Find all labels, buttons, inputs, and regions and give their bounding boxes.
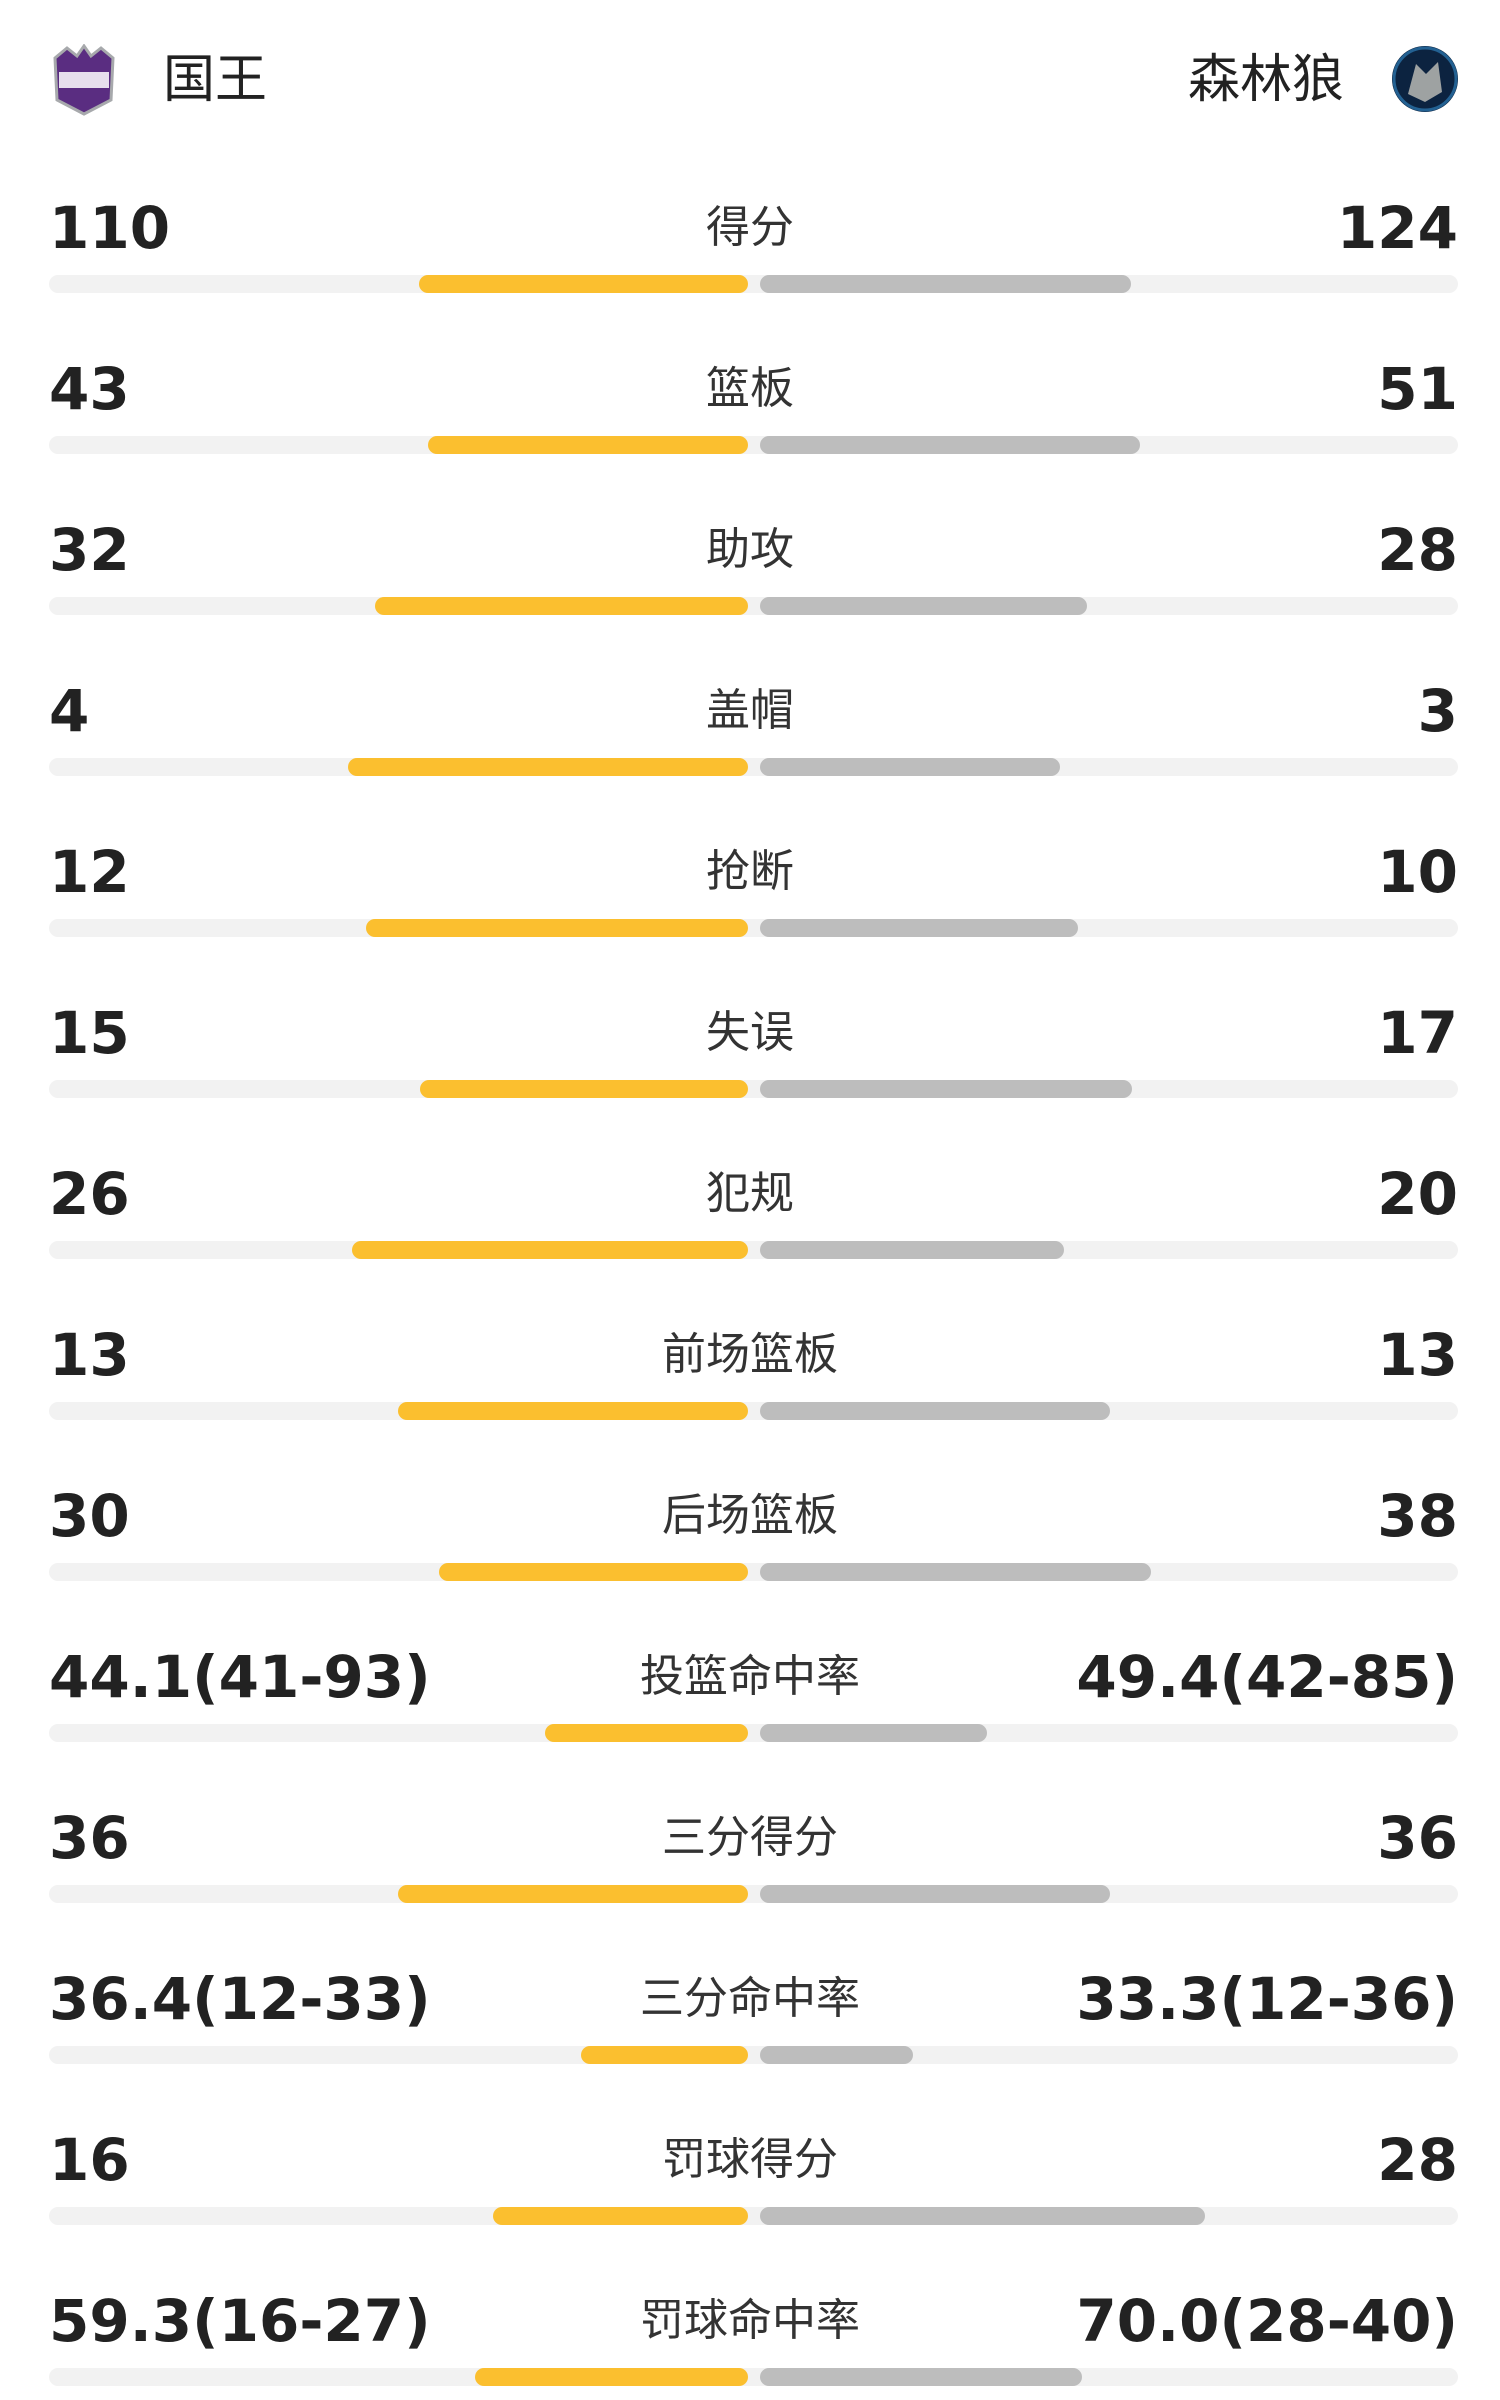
home-stat: 32 — [49, 516, 130, 584]
home-stat: 16 — [49, 2126, 130, 2194]
home-bar — [418, 275, 748, 293]
bar-track — [49, 436, 1458, 454]
away-bar — [760, 597, 1087, 615]
bar-track — [49, 1724, 1458, 1742]
bar-track — [49, 1563, 1458, 1581]
home-bar — [493, 2207, 748, 2225]
away-stat: 38 — [1377, 1482, 1458, 1550]
away-stat: 17 — [1377, 999, 1458, 1067]
home-bar — [366, 919, 748, 937]
stat-label: 后场篮板 — [662, 1490, 838, 1541]
away-bar — [760, 1885, 1110, 1903]
away-logo — [1392, 46, 1458, 112]
home-bar — [475, 2368, 748, 2386]
stat-label: 助攻 — [706, 524, 794, 575]
stat-label: 罚球命中率 — [640, 2295, 860, 2346]
away-bar — [760, 1724, 988, 1742]
bar-track — [49, 758, 1458, 776]
away-stat: 70.0(28-40) — [1076, 2287, 1458, 2355]
away-stat: 51 — [1377, 355, 1458, 423]
away-stat: 33.3(12-36) — [1076, 1965, 1458, 2033]
away-bar — [760, 1402, 1110, 1420]
away-stat: 36 — [1377, 1804, 1458, 1872]
home-bar — [374, 597, 748, 615]
away-bar — [760, 919, 1079, 937]
home-team: 国王 — [163, 50, 268, 110]
home-stat: 13 — [49, 1321, 130, 1389]
stat-label: 盖帽 — [706, 685, 794, 736]
away-bar — [760, 275, 1131, 293]
bar-track — [49, 919, 1458, 937]
bar-track — [49, 1080, 1458, 1098]
home-bar — [580, 2046, 748, 2064]
away-stat: 3 — [1417, 677, 1458, 745]
home-logo — [53, 44, 115, 116]
bar-track — [49, 2046, 1458, 2064]
bar-track — [49, 1402, 1458, 1420]
home-stat: 43 — [49, 355, 130, 423]
away-stat: 10 — [1377, 838, 1458, 906]
away-bar — [760, 2046, 914, 2064]
home-stat: 44.1(41-93) — [49, 1643, 431, 1711]
home-bar — [352, 1241, 748, 1259]
stat-label: 投篮命中率 — [640, 1651, 860, 1702]
home-stat: 59.3(16-27) — [49, 2287, 431, 2355]
away-bar — [760, 1080, 1132, 1098]
stat-label: 失误 — [706, 1007, 794, 1058]
home-bar — [545, 1724, 748, 1742]
stat-label: 犯规 — [706, 1168, 794, 1219]
home-stat: 15 — [49, 999, 130, 1067]
stat-label: 篮板 — [706, 363, 794, 414]
stat-label: 得分 — [706, 202, 794, 253]
stat-label: 前场篮板 — [662, 1329, 838, 1380]
home-stat: 110 — [49, 194, 171, 262]
home-bar — [427, 436, 748, 454]
bar-track — [49, 1885, 1458, 1903]
stat-label: 罚球得分 — [662, 2134, 838, 2185]
bar-track — [49, 2207, 1458, 2225]
home-bar — [398, 1885, 748, 1903]
away-stat: 13 — [1377, 1321, 1458, 1389]
home-stat: 4 — [49, 677, 90, 745]
away-stat: 28 — [1377, 2126, 1458, 2194]
away-bar — [760, 1241, 1065, 1259]
away-bar — [760, 436, 1140, 454]
home-bar — [419, 1080, 748, 1098]
stat-label: 三分得分 — [662, 1812, 838, 1863]
home-stat: 12 — [49, 838, 130, 906]
away-stat: 124 — [1336, 194, 1458, 262]
stat-label: 三分命中率 — [640, 1973, 860, 2024]
bar-track — [49, 1241, 1458, 1259]
bar-track — [49, 597, 1458, 615]
home-bar — [439, 1563, 748, 1581]
away-bar — [760, 1563, 1152, 1581]
away-team: 森林狼 — [1187, 50, 1344, 110]
home-stat: 36 — [49, 1804, 130, 1872]
away-stat: 49.4(42-85) — [1076, 1643, 1458, 1711]
home-stat: 36.4(12-33) — [49, 1965, 431, 2033]
away-bar — [760, 2207, 1206, 2225]
bar-track — [49, 275, 1458, 293]
stat-label: 抢断 — [706, 846, 794, 897]
home-stat: 30 — [49, 1482, 130, 1550]
bar-track — [49, 2368, 1458, 2386]
home-bar — [348, 758, 748, 776]
away-stat: 28 — [1377, 516, 1458, 584]
home-stat: 26 — [49, 1160, 130, 1228]
away-bar — [760, 758, 1060, 776]
home-bar — [398, 1402, 748, 1420]
away-stat: 20 — [1377, 1160, 1458, 1228]
away-bar — [760, 2368, 1082, 2386]
